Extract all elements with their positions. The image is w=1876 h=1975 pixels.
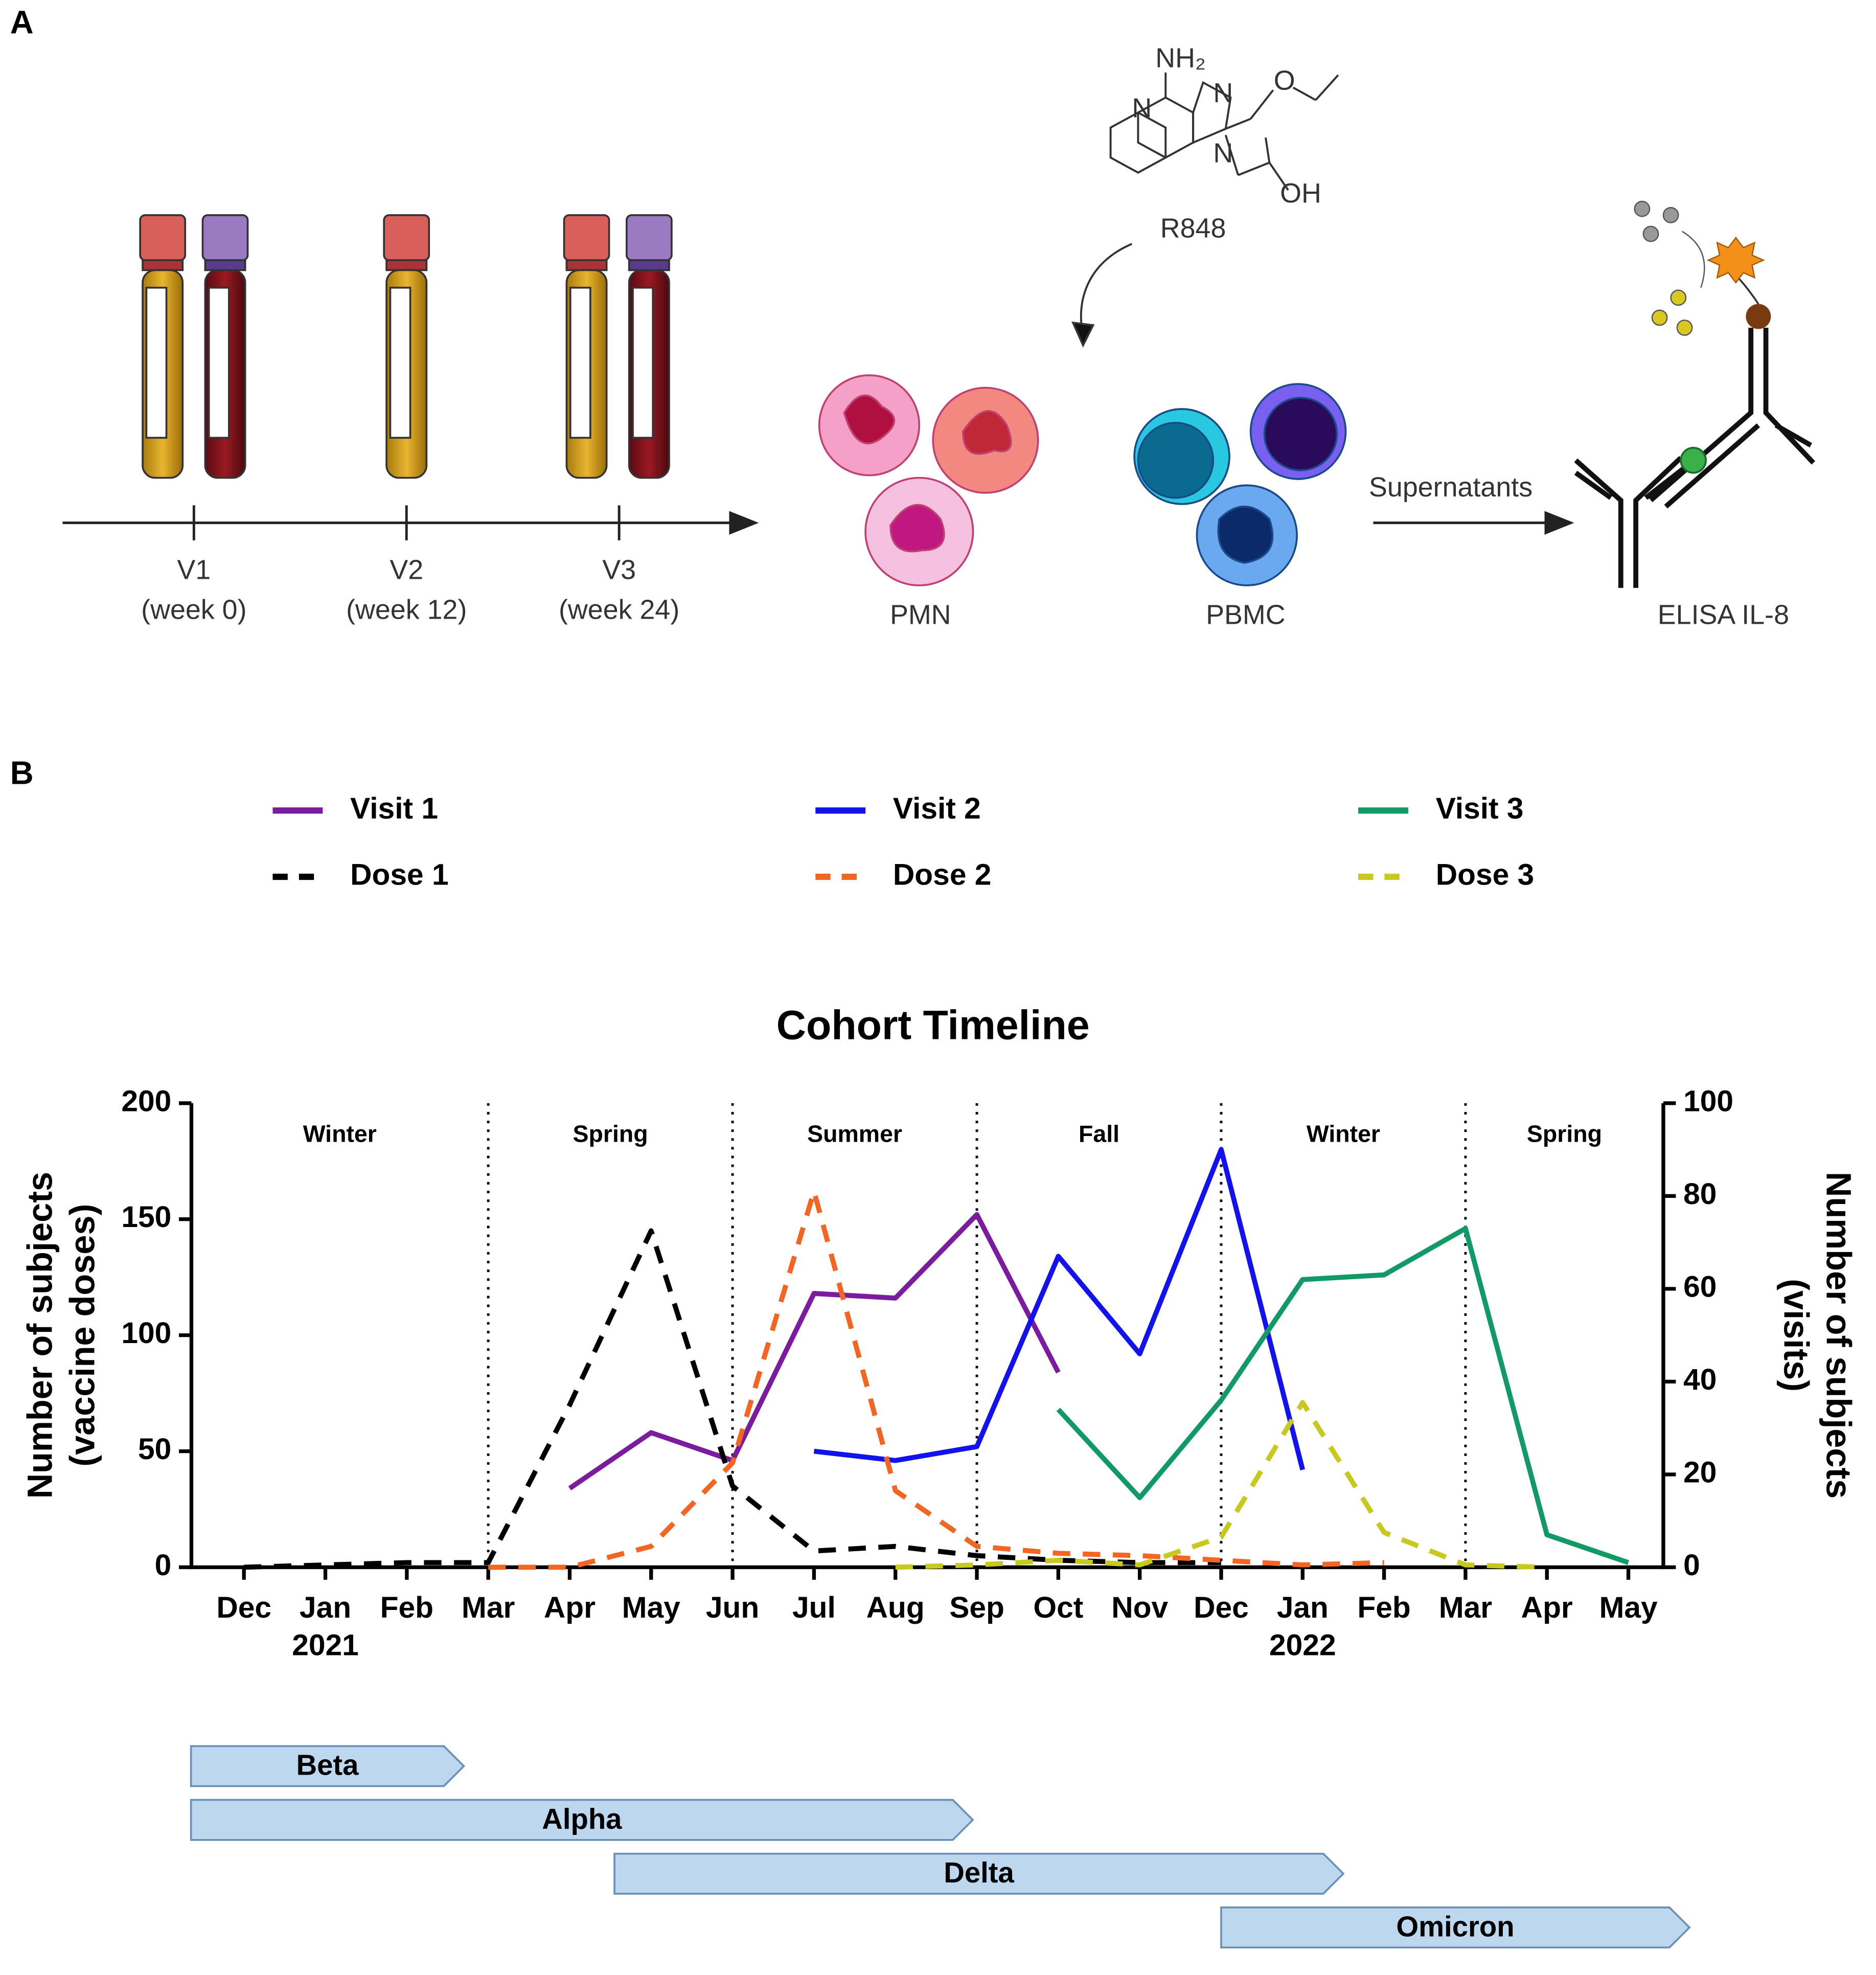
- y2-tick-label: 100: [1683, 1084, 1733, 1118]
- series-line: [813, 1147, 1306, 1471]
- x-tick-label: Apr: [1521, 1591, 1573, 1624]
- assay-label: ELISA IL-8: [1658, 599, 1789, 630]
- x-tick-label: May: [622, 1591, 681, 1624]
- visit-label: V3: [602, 554, 636, 585]
- atom-label: N: [1132, 93, 1152, 124]
- x-tick-label: Jan: [1277, 1591, 1329, 1624]
- legend-label: Dose 1: [350, 858, 449, 892]
- x-tick-label: Feb: [380, 1591, 433, 1624]
- x-tick-label: Jan: [300, 1591, 351, 1624]
- atom-label: N: [1213, 138, 1233, 169]
- visit-label: V2: [390, 554, 423, 585]
- x-tick-label: Feb: [1357, 1591, 1410, 1624]
- cell-label: PBMC: [1206, 599, 1285, 630]
- x-tick-label: Oct: [1033, 1591, 1083, 1624]
- x-tick-label: Mar: [1439, 1591, 1492, 1624]
- y2-tick-label: 20: [1683, 1456, 1717, 1489]
- arrow-label: Supernatants: [1369, 472, 1532, 503]
- cell-label: PMN: [890, 599, 951, 630]
- variant-arrow: [190, 1799, 974, 1841]
- y-tick-label: 200: [121, 1084, 171, 1118]
- series-line: [895, 1400, 1547, 1570]
- series-line: [568, 1212, 1061, 1491]
- x-tick-label: May: [1599, 1591, 1658, 1624]
- legend-label: Dose 2: [893, 858, 992, 892]
- visit-week: (week 24): [559, 595, 679, 625]
- chart-title: Cohort Timeline: [776, 1002, 1090, 1048]
- x-tick-label: Apr: [544, 1591, 596, 1624]
- antibodies: [1574, 327, 1816, 588]
- tubes: [139, 214, 673, 479]
- antigen: [1680, 447, 1707, 474]
- atom-label: O: [1274, 65, 1295, 96]
- y2-tick-label: 0: [1683, 1549, 1700, 1582]
- variant-arrow: [613, 1852, 1345, 1895]
- enzyme: [1746, 304, 1771, 329]
- season-label: Spring: [573, 1121, 648, 1147]
- arrow: [1373, 511, 1574, 535]
- y2-axis-title: (visits): [1776, 1279, 1816, 1392]
- atom-label: NH₂: [1155, 43, 1206, 74]
- substrate: [1634, 200, 1705, 336]
- y-tick-label: 50: [138, 1433, 171, 1466]
- timeline: [62, 505, 759, 540]
- pbmc-cells: [1133, 383, 1347, 586]
- atom-label: N: [1213, 78, 1233, 108]
- variant-label: Delta: [944, 1856, 1014, 1889]
- x-tick-label: Jun: [706, 1591, 759, 1624]
- panel-label: B: [10, 755, 34, 791]
- atom-label: OH: [1280, 178, 1321, 209]
- series-line: [488, 1189, 1384, 1570]
- season-label: Winter: [1307, 1121, 1380, 1147]
- y-axis-title: Number of subjects: [20, 1172, 59, 1499]
- x-tick-label: Nov: [1111, 1591, 1168, 1624]
- y2-tick-label: 60: [1683, 1270, 1717, 1303]
- legend-label: Visit 2: [893, 792, 981, 825]
- x-tick-label: Sep: [949, 1591, 1004, 1624]
- season-label: Spring: [1527, 1121, 1602, 1147]
- x-tick-label: Dec: [216, 1591, 271, 1624]
- x-tick-label: Mar: [462, 1591, 515, 1624]
- x-tick-label: Dec: [1194, 1591, 1249, 1624]
- y-axis-title: (vaccine doses): [63, 1204, 102, 1467]
- molecule: [1071, 72, 1339, 348]
- variant-label: Alpha: [542, 1803, 622, 1835]
- y-tick-label: 0: [155, 1549, 172, 1582]
- variant-label: Beta: [296, 1749, 359, 1781]
- x-year-label: 2021: [292, 1629, 359, 1662]
- legend-label: Visit 3: [1436, 792, 1524, 825]
- visit-label: V1: [177, 554, 211, 585]
- variant-label: Omicron: [1396, 1910, 1514, 1942]
- y2-tick-label: 40: [1683, 1363, 1717, 1396]
- variant-arrow: [1220, 1906, 1691, 1949]
- legend-label: Dose 3: [1436, 858, 1535, 892]
- y2-tick-label: 80: [1683, 1177, 1717, 1211]
- y-tick-label: 150: [121, 1200, 171, 1234]
- season-label: Winter: [303, 1121, 377, 1147]
- pmn-cells: [818, 374, 1039, 586]
- variant-arrow: [190, 1745, 465, 1787]
- visit-week: (week 0): [141, 595, 246, 625]
- x-year-label: 2022: [1269, 1629, 1336, 1662]
- season-label: Summer: [807, 1121, 902, 1147]
- legend-label: Visit 1: [350, 792, 438, 825]
- series-line: [1056, 1225, 1630, 1565]
- y2-axis-title: Number of subjects: [1819, 1172, 1858, 1499]
- y-tick-label: 100: [121, 1316, 171, 1350]
- season-label: Fall: [1079, 1121, 1119, 1147]
- molecule-name: R848: [1160, 213, 1226, 243]
- x-tick-label: Aug: [866, 1591, 925, 1624]
- x-tick-label: Jul: [792, 1591, 836, 1624]
- visit-week: (week 12): [346, 595, 467, 625]
- signal: [1707, 236, 1765, 284]
- panel-label: A: [10, 5, 34, 41]
